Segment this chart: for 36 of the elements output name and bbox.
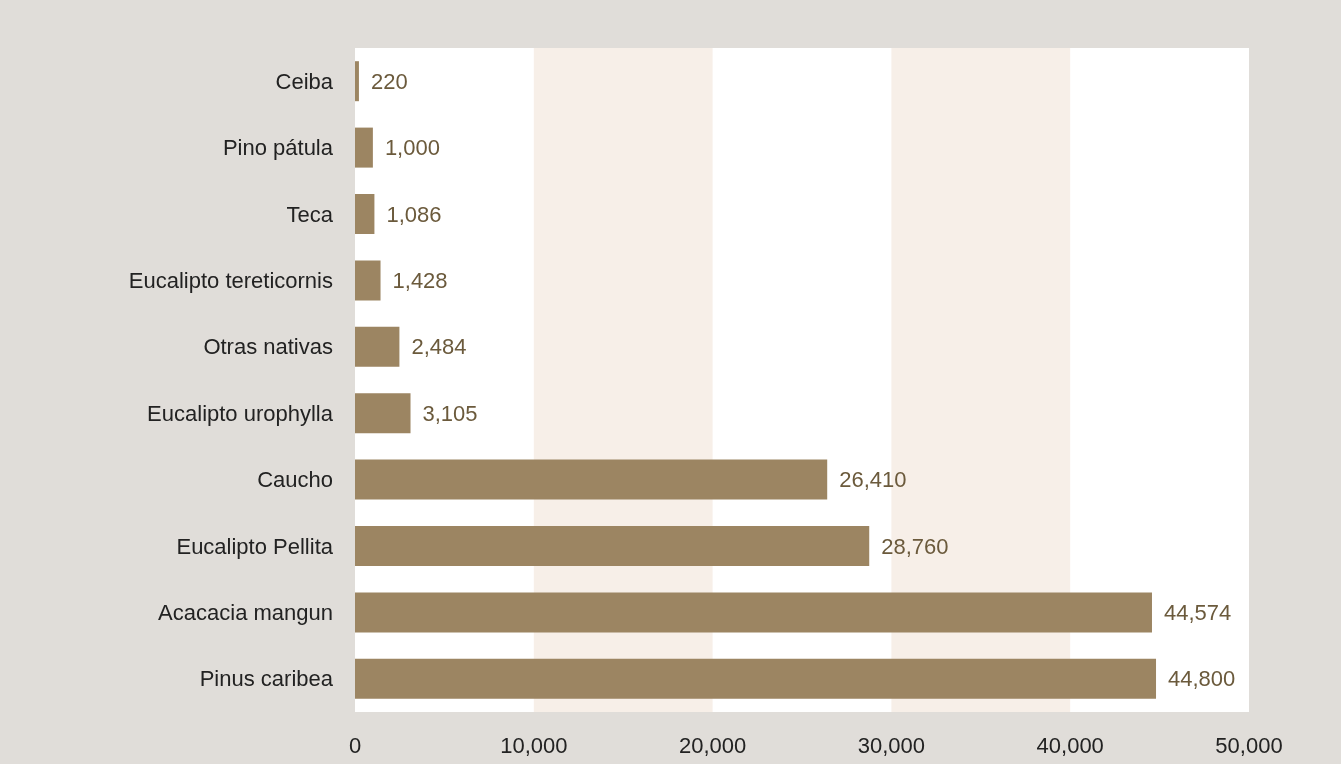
bar xyxy=(355,326,400,367)
data-label: 1,428 xyxy=(392,267,448,293)
x-tick-label: 0 xyxy=(348,732,362,758)
data-label: 44,574 xyxy=(1163,599,1232,625)
bar xyxy=(355,127,373,168)
y-tick-label: Ceiba xyxy=(275,68,334,94)
y-tick-label: Teca xyxy=(286,201,334,227)
bar xyxy=(355,260,381,301)
bar xyxy=(355,194,375,234)
data-label: 26,410 xyxy=(839,467,907,493)
y-tick-label: Otras nativas xyxy=(203,334,333,360)
data-label: 2,484 xyxy=(411,334,467,360)
bar xyxy=(355,393,411,434)
x-tick-label: 10,000 xyxy=(500,732,568,758)
bar xyxy=(355,61,359,102)
bar xyxy=(355,526,870,566)
y-tick-label: Eucalipto Pellita xyxy=(176,533,334,559)
bar xyxy=(355,459,828,500)
data-label: 1,000 xyxy=(384,135,440,161)
x-tick-label: 50,000 xyxy=(1215,732,1283,758)
y-tick-label: Eucalipto urophylla xyxy=(147,400,334,426)
data-label: 220 xyxy=(370,68,408,94)
data-label: 1,086 xyxy=(386,201,442,227)
data-label: 44,800 xyxy=(1168,666,1236,692)
data-label: 28,760 xyxy=(881,533,949,559)
bar xyxy=(355,592,1152,633)
y-tick-label: Pinus caribea xyxy=(199,666,334,692)
x-tick-label: 30,000 xyxy=(857,732,926,758)
x-tick-label: 40,000 xyxy=(1036,732,1104,758)
y-tick-label: Caucho xyxy=(257,467,333,493)
data-label: 3,105 xyxy=(422,400,478,426)
bar xyxy=(355,658,1157,699)
y-tick-label: Eucalipto tereticornis xyxy=(128,267,333,293)
y-tick-label: Acacacia mangun xyxy=(158,599,333,625)
y-tick-label: Pino pátula xyxy=(222,135,334,161)
x-tick-label: 20,000 xyxy=(678,732,747,758)
